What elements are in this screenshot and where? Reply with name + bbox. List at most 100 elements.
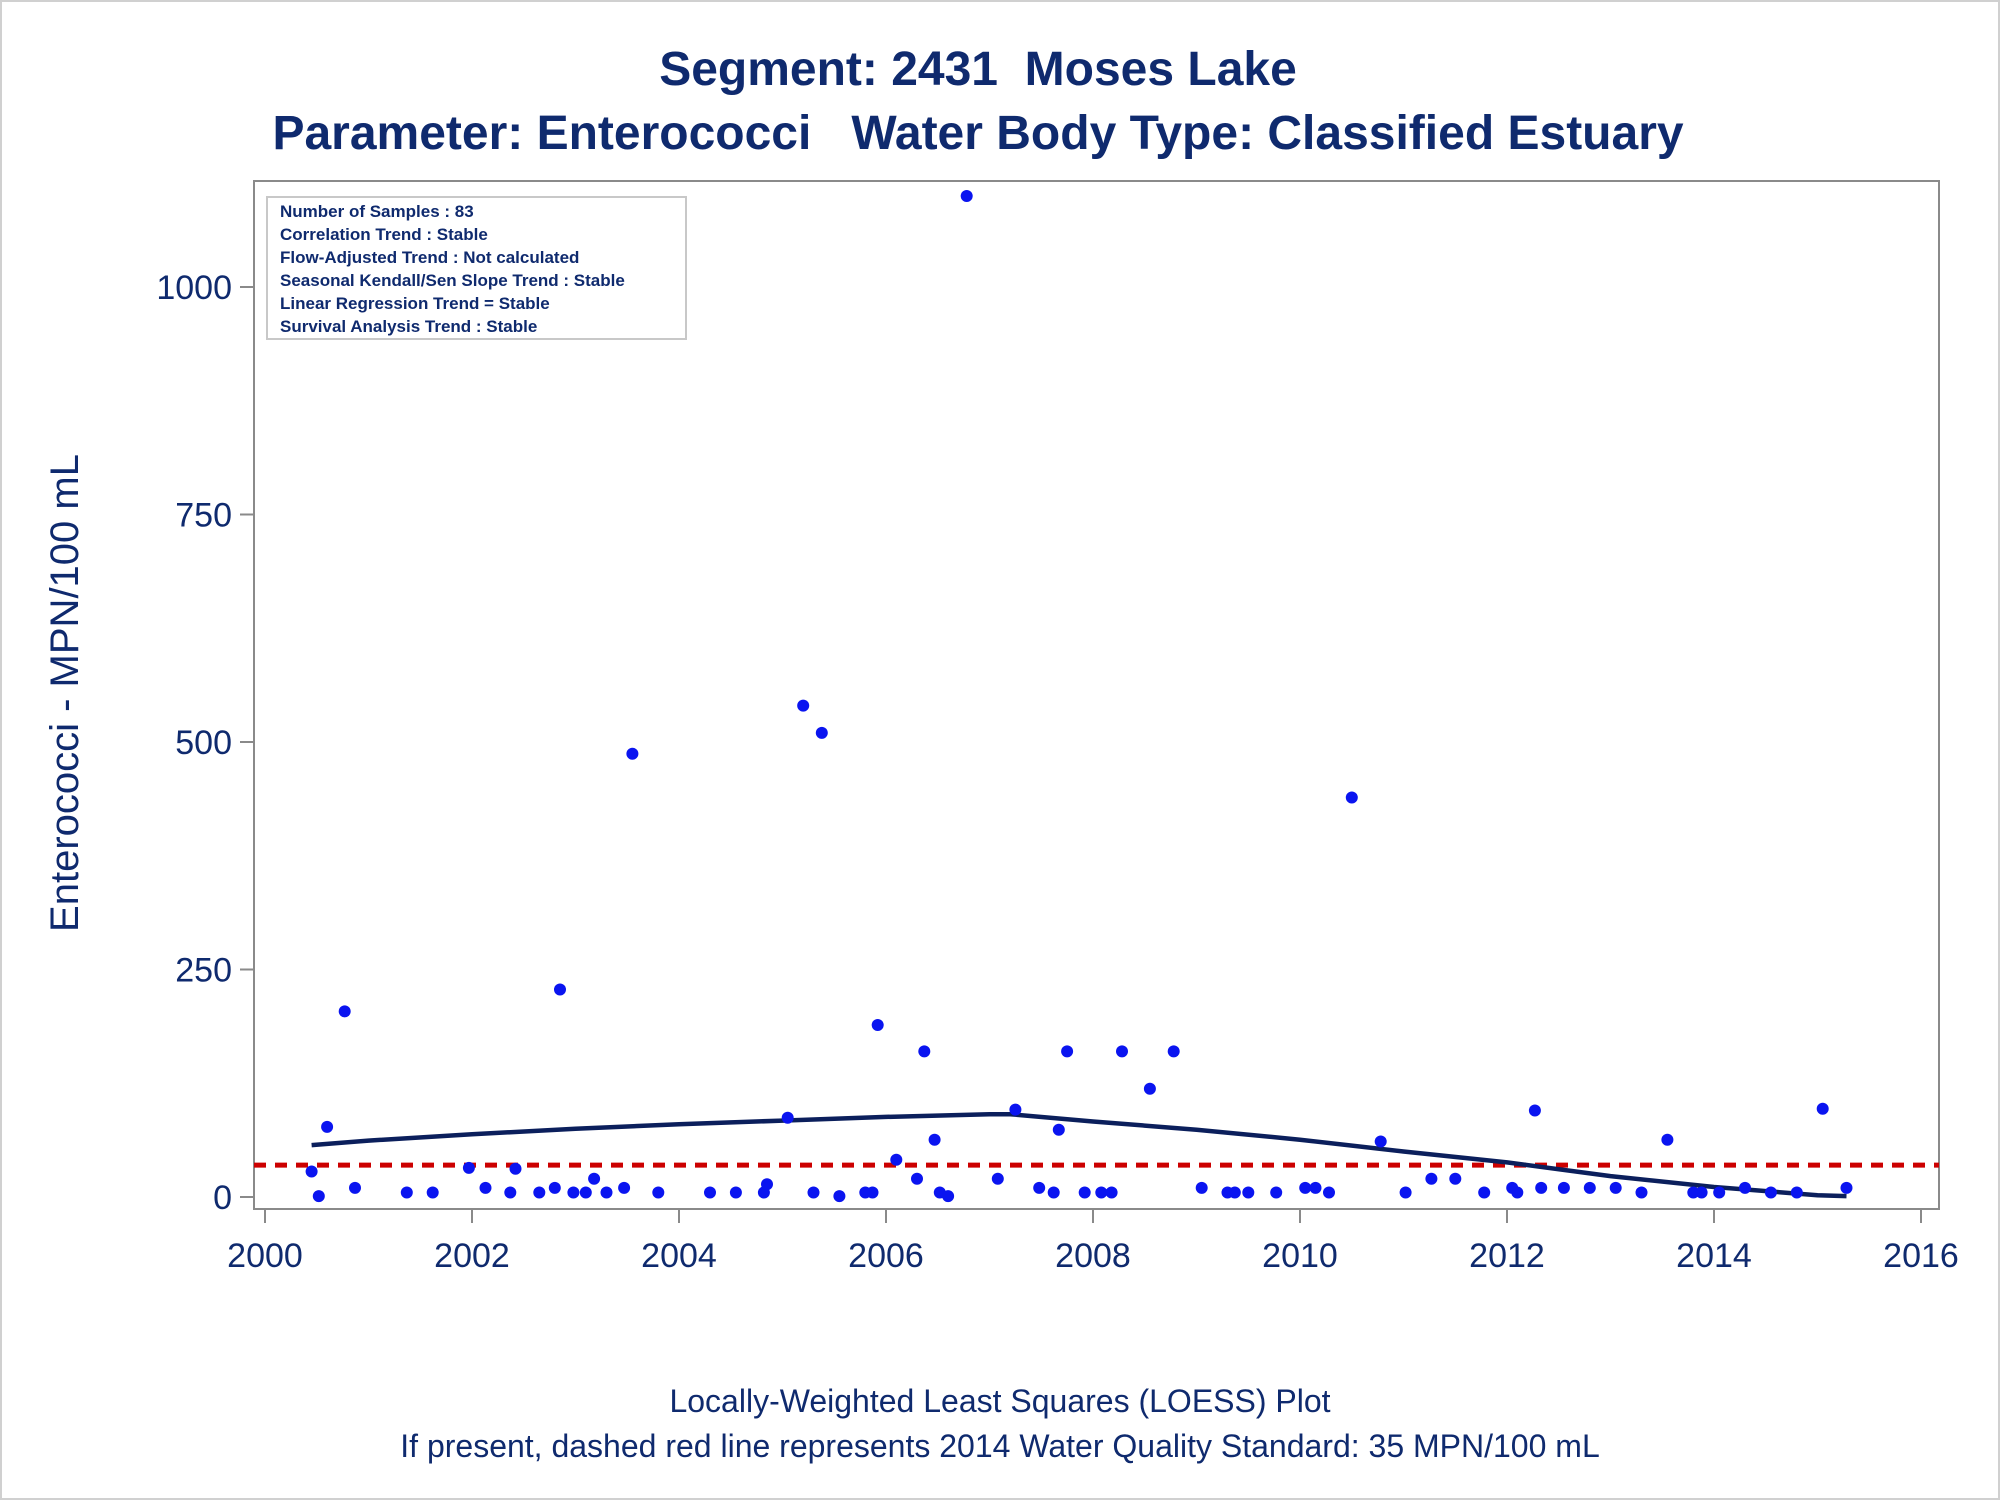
data-point [1635, 1186, 1648, 1199]
data-point [704, 1186, 716, 1199]
data-point [833, 1190, 846, 1203]
data-point [554, 983, 566, 996]
data-point [1557, 1181, 1570, 1194]
data-point [1816, 1102, 1829, 1115]
data-point [618, 1181, 631, 1194]
data-point [400, 1186, 413, 1199]
x-tick-label: 2002 [434, 1237, 510, 1275]
data-point [1116, 1045, 1128, 1058]
annotation-line: Linear Regression Trend = Stable [280, 294, 550, 313]
axes-group: 0 250 500 750 1000 2000 2002 2004 2006 2008 2010 20… [156, 180, 1959, 1275]
data-point [1345, 791, 1358, 804]
data-point [1528, 1104, 1541, 1117]
data-point [1228, 1186, 1241, 1199]
annotation-box: Number of Samples : 83 Correlation Trend … [266, 196, 687, 340]
data-point [1399, 1186, 1412, 1199]
data-point [1478, 1186, 1491, 1199]
data-point [1764, 1186, 1777, 1199]
data-point [1143, 1082, 1156, 1095]
y-axis-label: Enterococci - MPN/100 mL [43, 454, 87, 932]
y-tick-label: 500 [175, 724, 232, 762]
data-point [1840, 1181, 1853, 1194]
data-point [1425, 1172, 1438, 1185]
data-point [797, 699, 810, 712]
data-point [1078, 1186, 1091, 1199]
annotation-box-border [266, 196, 687, 340]
loess-curve [311, 1111, 1847, 1199]
data-point [911, 1172, 923, 1185]
data-point [918, 1045, 931, 1058]
data-point [1270, 1186, 1283, 1199]
data-point [1511, 1186, 1524, 1199]
data-point [567, 1186, 580, 1199]
data-point [866, 1186, 879, 1199]
data-point [1535, 1181, 1548, 1194]
data-point [1309, 1181, 1322, 1194]
annotation-line: Number of Samples : 83 [280, 202, 474, 221]
x-tick-label: 2004 [641, 1237, 717, 1275]
plot-area-border [253, 180, 1940, 1210]
chart-subtitle: Parameter: Enterococci Water Body Type: … [272, 107, 1684, 160]
data-point [600, 1186, 613, 1199]
data-point [890, 1153, 903, 1166]
y-tick-label: 250 [175, 952, 232, 990]
data-point [1195, 1181, 1208, 1194]
x-tick-label: 2014 [1676, 1237, 1752, 1275]
data-point [1713, 1186, 1726, 1199]
annotation-line: Seasonal Kendall/Sen Slope Trend : Stabl… [280, 271, 625, 290]
data-point [960, 190, 973, 202]
footer-line-1: Locally-Weighted Least Squares (LOESS) P… [669, 1383, 1331, 1419]
data-point [1009, 1103, 1022, 1116]
data-point [579, 1186, 592, 1199]
data-point [349, 1181, 361, 1194]
data-point [1374, 1135, 1387, 1148]
data-point [588, 1172, 601, 1185]
data-point [1061, 1045, 1074, 1058]
data-point [1047, 1186, 1060, 1199]
data-point [479, 1181, 492, 1194]
data-point [1167, 1045, 1180, 1058]
data-point [533, 1186, 546, 1199]
data-point [928, 1133, 941, 1146]
data-point [321, 1120, 334, 1133]
x-tick-label: 2016 [1883, 1237, 1959, 1275]
annotation-line: Correlation Trend : Stable [280, 225, 488, 244]
data-point [1695, 1186, 1708, 1199]
x-tick-label: 2012 [1469, 1237, 1545, 1275]
data-point [626, 747, 639, 760]
data-point [1739, 1181, 1751, 1194]
data-point [815, 726, 828, 739]
x-tick-label: 2000 [227, 1237, 303, 1275]
data-point [1242, 1186, 1255, 1199]
loess-group [311, 1111, 1847, 1199]
data-point [504, 1186, 517, 1199]
chart-title: Segment: 2431 Moses Lake [659, 43, 1297, 96]
data-point [807, 1186, 820, 1199]
y-tick-label: 1000 [156, 269, 232, 307]
data-point [312, 1190, 325, 1203]
data-point [761, 1178, 773, 1191]
data-point [1790, 1186, 1803, 1199]
data-point [426, 1186, 439, 1199]
data-point [652, 1186, 665, 1199]
data-point [338, 1005, 351, 1018]
data-point [509, 1162, 522, 1175]
data-point [1105, 1186, 1118, 1199]
data-point [1449, 1172, 1462, 1185]
points-group [305, 190, 1853, 1203]
data-point [1052, 1123, 1065, 1136]
data-point [1609, 1181, 1622, 1194]
data-point [1687, 1186, 1700, 1199]
y-tick-label: 750 [175, 497, 232, 535]
data-point [305, 1165, 318, 1178]
x-tick-label: 2008 [1055, 1237, 1131, 1275]
data-point [1661, 1133, 1674, 1146]
annotation-line: Flow-Adjusted Trend : Not calculated [280, 248, 579, 267]
data-point [729, 1186, 742, 1199]
data-point [1095, 1186, 1108, 1199]
data-point [991, 1172, 1004, 1185]
x-tick-label: 2010 [1262, 1237, 1338, 1275]
footer-line-2: If present, dashed red line represents 2… [400, 1428, 1600, 1464]
data-point [1323, 1186, 1335, 1199]
data-point [871, 1019, 884, 1031]
